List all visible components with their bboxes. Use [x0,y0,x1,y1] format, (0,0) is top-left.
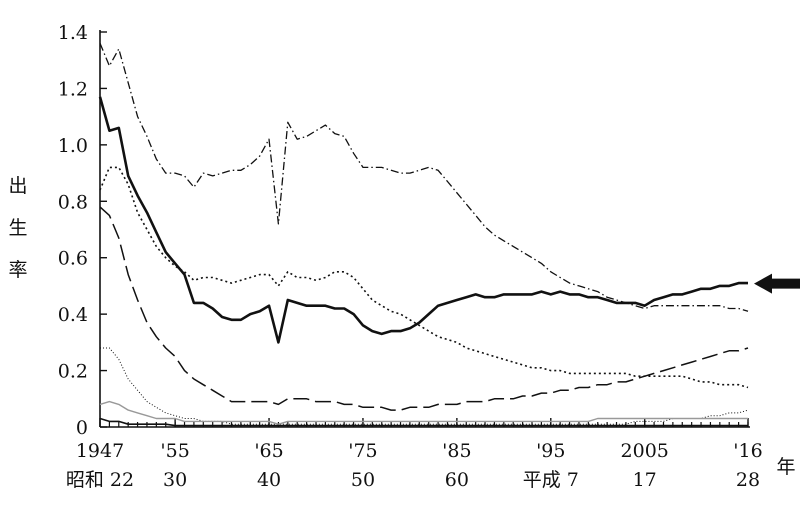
highlight-arrow-icon [754,273,800,294]
x-tick-label: '16 [733,440,762,462]
series-solid-gray [99,400,748,425]
series-line [99,400,748,425]
x-era-label: 17 [633,469,657,491]
series-line [100,347,749,425]
y-tick-label: 0 [76,417,88,439]
y-tick-label: 0.2 [58,361,88,383]
x-era-label: 平成 7 [523,469,579,491]
x-axis: 1947 昭和 22 '55 30 '65 40 '75 50 '85 60 '95 平成 7 2005… [66,418,763,491]
series-solid-bold [98,96,748,344]
x-axis-unit: 年 [776,456,795,478]
x-era-label: 60 [445,469,469,491]
series-line [99,417,748,427]
series-dash-dot [99,43,749,312]
y-tick-label: 0.4 [58,304,88,326]
series-dashed [99,206,749,411]
y-tick-label: 0.6 [58,248,88,270]
x-tick-label: '85 [442,440,471,462]
y-tick-label: 1.2 [58,78,88,100]
series-line [98,96,748,344]
x-era-label: 28 [736,469,760,491]
series-layer [98,43,749,427]
x-era-label: 40 [257,469,281,491]
x-tick-label: '95 [536,440,565,462]
y-axis: 0 0.2 0.4 0.6 0.8 1.0 1.2 1.4 [58,22,107,439]
y-tick-label: 1.4 [58,22,88,44]
series-fine-dotted [100,347,749,425]
y-tick-label: 1.0 [58,135,88,157]
x-tick-label: 2005 [621,440,669,462]
y-axis-title: 出生率 [8,175,27,281]
series-solid-thin [99,417,748,427]
x-tick-label: 1947 [76,440,124,462]
x-tick-label: '75 [348,440,377,462]
x-era-label: 50 [351,469,375,491]
y-tick-label: 0.8 [58,191,88,213]
x-tick-label: '65 [254,440,283,462]
series-dotted [99,166,749,389]
series-line [99,166,749,389]
x-era-label: 昭和 22 [66,469,134,491]
arrow-shape [754,273,800,294]
x-tick-label: '55 [160,440,189,462]
series-line [99,206,749,411]
x-era-label: 30 [163,469,187,491]
series-line [99,43,749,312]
